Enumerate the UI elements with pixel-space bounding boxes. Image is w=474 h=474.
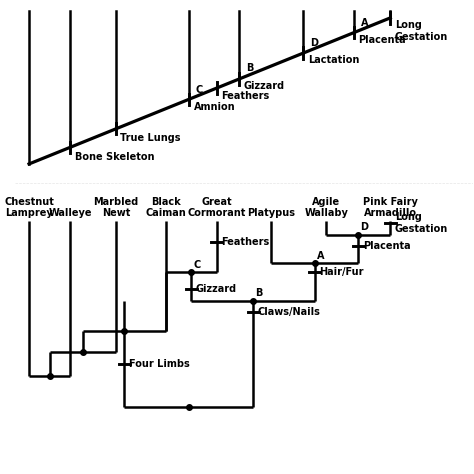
Text: Amnion: Amnion (194, 101, 235, 111)
Text: Placenta: Placenta (358, 35, 406, 45)
Text: Placenta: Placenta (363, 241, 410, 251)
Text: Marbled
Newt: Marbled Newt (93, 197, 138, 218)
Text: Agile
Wallaby: Agile Wallaby (304, 197, 348, 218)
Text: Gizzard: Gizzard (244, 81, 285, 91)
Text: B: B (246, 63, 254, 73)
Text: Great
Cormorant: Great Cormorant (187, 197, 246, 218)
Text: D: D (361, 222, 369, 232)
Text: True Lungs: True Lungs (120, 133, 181, 143)
Text: Black
Caiman: Black Caiman (146, 197, 187, 218)
Text: Long
Gestation: Long Gestation (395, 20, 448, 42)
Text: Feathers: Feathers (221, 237, 269, 246)
Text: Four Limbs: Four Limbs (129, 359, 190, 369)
Text: A: A (361, 18, 368, 28)
Text: Pink Fairy
Armadillo: Pink Fairy Armadillo (363, 197, 418, 218)
Text: A: A (317, 251, 325, 261)
Text: Long
Gestation: Long Gestation (395, 212, 448, 234)
Text: Claws/Nails: Claws/Nails (258, 308, 320, 318)
Text: Walleye: Walleye (48, 208, 92, 218)
Text: B: B (255, 288, 263, 298)
Text: Lactation: Lactation (308, 55, 359, 65)
Text: Gizzard: Gizzard (196, 284, 237, 294)
Text: Chestnut
Lamprey: Chestnut Lamprey (4, 197, 54, 218)
Text: C: C (196, 84, 203, 94)
Text: Feathers: Feathers (221, 91, 269, 100)
Text: D: D (310, 38, 318, 48)
Text: Bone Skeleton: Bone Skeleton (75, 152, 154, 162)
Text: Platypus: Platypus (247, 208, 295, 218)
Text: Hair/Fur: Hair/Fur (319, 267, 364, 277)
Text: C: C (194, 260, 201, 270)
